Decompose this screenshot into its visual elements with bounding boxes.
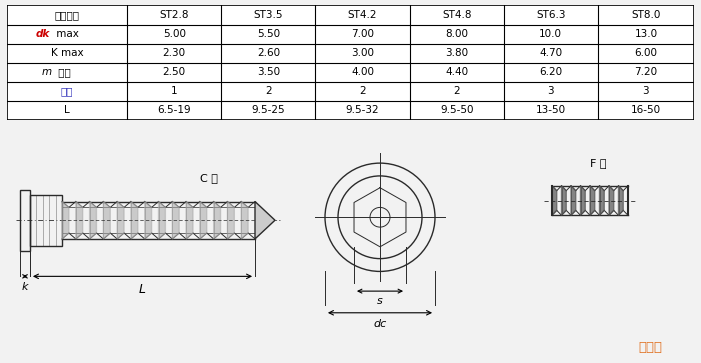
Text: F 型: F 型: [590, 158, 606, 168]
Text: ST6.3: ST6.3: [536, 10, 566, 20]
Text: 4.70: 4.70: [539, 48, 562, 58]
Polygon shape: [609, 186, 614, 215]
Polygon shape: [90, 201, 97, 239]
Text: 6.5-19: 6.5-19: [158, 105, 191, 115]
Text: ST4.2: ST4.2: [348, 10, 377, 20]
Bar: [20, 190, 30, 251]
Text: 4.40: 4.40: [445, 67, 468, 77]
Polygon shape: [255, 201, 275, 239]
Polygon shape: [117, 201, 124, 239]
Polygon shape: [131, 201, 138, 239]
Text: 4.00: 4.00: [351, 67, 374, 77]
Text: 8.00: 8.00: [445, 29, 468, 39]
Text: 槽号: 槽号: [61, 86, 74, 96]
Text: 2.30: 2.30: [163, 48, 186, 58]
Text: k: k: [22, 282, 28, 292]
Polygon shape: [618, 186, 623, 215]
Text: 5.00: 5.00: [163, 29, 186, 39]
Text: max: max: [53, 29, 79, 39]
Text: 2: 2: [265, 86, 272, 96]
Polygon shape: [200, 201, 207, 239]
Polygon shape: [76, 201, 83, 239]
Text: 2: 2: [359, 86, 366, 96]
Polygon shape: [62, 201, 69, 239]
Text: 9.5-32: 9.5-32: [346, 105, 379, 115]
Text: s: s: [377, 296, 383, 306]
Polygon shape: [241, 201, 248, 239]
Polygon shape: [571, 186, 576, 215]
Polygon shape: [186, 201, 193, 239]
Text: C 型: C 型: [200, 173, 218, 183]
Text: 13-50: 13-50: [536, 105, 566, 115]
Text: 7.00: 7.00: [351, 29, 374, 39]
Text: ST4.8: ST4.8: [442, 10, 471, 20]
Text: 2.50: 2.50: [163, 67, 186, 77]
Text: ST3.5: ST3.5: [254, 10, 283, 20]
Text: m: m: [42, 67, 52, 77]
Text: K max: K max: [50, 48, 83, 58]
Text: 13.0: 13.0: [634, 29, 658, 39]
Text: 3.00: 3.00: [351, 48, 374, 58]
Text: ST8.0: ST8.0: [631, 10, 660, 20]
Text: 9.5-25: 9.5-25: [252, 105, 285, 115]
Text: 6.20: 6.20: [539, 67, 562, 77]
Text: 螺纹规格: 螺纹规格: [55, 10, 80, 20]
Text: 16-50: 16-50: [631, 105, 661, 115]
Text: 7.20: 7.20: [634, 67, 658, 77]
Text: 2.60: 2.60: [257, 48, 280, 58]
Text: ST2.8: ST2.8: [160, 10, 189, 20]
Text: 5.50: 5.50: [257, 29, 280, 39]
Text: 9.5-50: 9.5-50: [440, 105, 473, 115]
Polygon shape: [580, 186, 585, 215]
Text: dk: dk: [36, 29, 50, 39]
Polygon shape: [562, 186, 566, 215]
Text: dc: dc: [374, 319, 387, 329]
Text: L: L: [64, 105, 70, 115]
Text: 1: 1: [171, 86, 177, 96]
Text: L: L: [139, 283, 146, 295]
Polygon shape: [552, 186, 557, 215]
Polygon shape: [227, 201, 234, 239]
Text: 6.00: 6.00: [634, 48, 658, 58]
Polygon shape: [214, 201, 221, 239]
Text: 3: 3: [547, 86, 554, 96]
Text: 3.50: 3.50: [257, 67, 280, 77]
Polygon shape: [158, 201, 165, 239]
Polygon shape: [103, 201, 110, 239]
Bar: [30, 195, 62, 246]
Polygon shape: [172, 201, 179, 239]
Text: 3.80: 3.80: [445, 48, 468, 58]
Text: 参考: 参考: [55, 67, 71, 77]
Polygon shape: [144, 201, 151, 239]
Text: 3: 3: [643, 86, 649, 96]
Polygon shape: [599, 186, 604, 215]
Text: 10.0: 10.0: [539, 29, 562, 39]
Text: 繁荣网: 繁荣网: [638, 341, 662, 354]
Polygon shape: [590, 186, 594, 215]
Text: 2: 2: [454, 86, 460, 96]
